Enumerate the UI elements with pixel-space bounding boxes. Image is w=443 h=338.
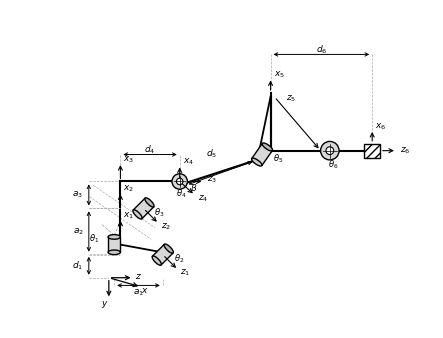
- Text: $\theta_5$: $\theta_5$: [273, 152, 283, 165]
- Circle shape: [321, 141, 339, 160]
- Text: $z_1$: $z_1$: [180, 268, 190, 279]
- Text: $d_6$: $d_6$: [316, 44, 327, 56]
- Circle shape: [176, 178, 183, 185]
- Text: $a_1$: $a_1$: [132, 287, 144, 297]
- Text: $\theta_4$: $\theta_4$: [176, 188, 187, 200]
- Circle shape: [326, 147, 334, 154]
- Ellipse shape: [152, 256, 161, 265]
- Text: $x_2$: $x_2$: [124, 184, 134, 194]
- Text: $z_2$: $z_2$: [161, 222, 171, 232]
- Ellipse shape: [262, 143, 272, 151]
- Ellipse shape: [108, 235, 120, 239]
- Polygon shape: [133, 198, 154, 219]
- Text: $\theta_6$: $\theta_6$: [328, 158, 338, 171]
- Text: $z_4$: $z_4$: [198, 194, 209, 204]
- Text: $x_6$: $x_6$: [375, 122, 387, 132]
- Ellipse shape: [164, 244, 173, 253]
- Text: $d_4$: $d_4$: [144, 144, 155, 156]
- Text: $\theta_2$: $\theta_2$: [174, 253, 184, 265]
- Text: $d_5$: $d_5$: [206, 147, 217, 160]
- Text: $z_6$: $z_6$: [400, 145, 410, 156]
- Ellipse shape: [133, 210, 142, 219]
- Text: $x_5$: $x_5$: [274, 70, 285, 80]
- Circle shape: [172, 174, 187, 189]
- Text: $\theta_1$: $\theta_1$: [89, 232, 100, 245]
- Text: x: x: [142, 286, 147, 294]
- Text: $z_3$: $z_3$: [206, 175, 217, 185]
- Polygon shape: [252, 143, 272, 166]
- Bar: [365, 144, 380, 158]
- Text: $z_5$: $z_5$: [286, 94, 296, 104]
- Ellipse shape: [108, 250, 120, 255]
- Text: z: z: [135, 272, 140, 281]
- Text: y: y: [101, 299, 107, 308]
- Ellipse shape: [252, 158, 262, 166]
- Bar: [365, 144, 380, 158]
- Bar: [108, 237, 120, 252]
- Text: $\beta$: $\beta$: [190, 182, 197, 195]
- Text: $x_4$: $x_4$: [183, 157, 194, 167]
- Text: $d_1$: $d_1$: [72, 259, 83, 272]
- Ellipse shape: [145, 198, 154, 207]
- Text: $a_2$: $a_2$: [73, 226, 83, 237]
- Polygon shape: [152, 244, 173, 265]
- Text: $\theta_3$: $\theta_3$: [154, 207, 165, 219]
- Text: $a_3$: $a_3$: [73, 189, 83, 200]
- Text: $x_1$: $x_1$: [124, 210, 135, 221]
- Text: $x_3$: $x_3$: [124, 155, 135, 165]
